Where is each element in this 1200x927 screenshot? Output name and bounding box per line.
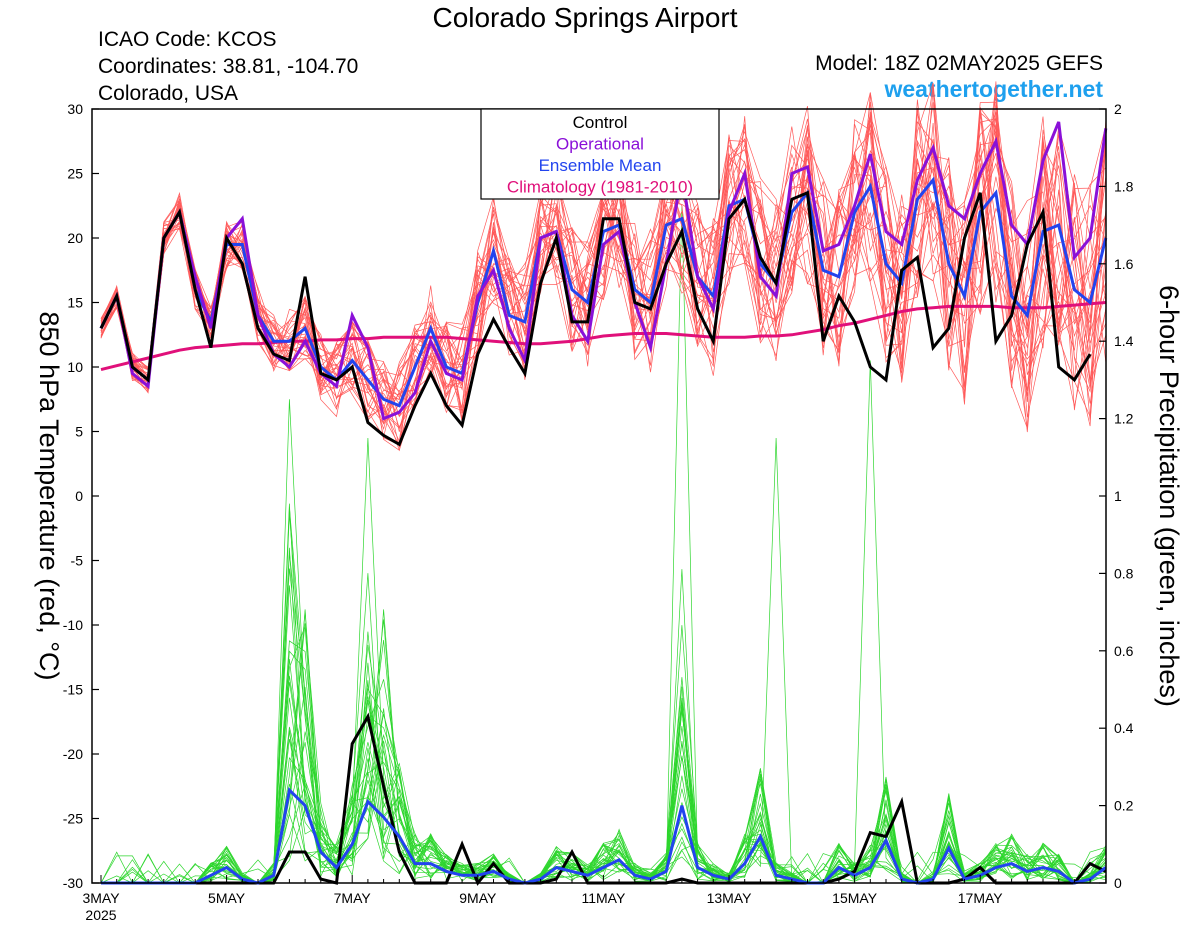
y-axis-label: 850 hPa Temperature (red, °C) xyxy=(34,312,64,681)
y-tick-label: -5 xyxy=(71,553,84,569)
temp-member-line xyxy=(100,106,1107,447)
icao-code: ICAO Code: KCOS xyxy=(98,28,277,51)
y-tick-label: 15 xyxy=(67,295,83,311)
temp-ensemble-mean-line xyxy=(99,176,1108,408)
precip-member-line xyxy=(100,650,1107,884)
x-tick-label: 17MAY xyxy=(958,890,1004,906)
y-tick-label: -25 xyxy=(63,811,83,827)
region: Colorado, USA xyxy=(98,82,239,105)
y-tick-label: 0 xyxy=(75,488,83,504)
temp-control-line xyxy=(99,190,1092,447)
precip-member-line xyxy=(101,437,1106,884)
x-tick-label: 5MAY xyxy=(208,890,246,906)
y-tick-label: 10 xyxy=(67,359,83,375)
site-name[interactable]: weathertogether.net xyxy=(884,76,1103,102)
legend-box xyxy=(480,108,720,200)
y2-tick-label: 1.2 xyxy=(1114,411,1134,427)
y-tick-label: -15 xyxy=(63,682,83,698)
y-tick-label: 20 xyxy=(67,230,83,246)
y-tick-label: 30 xyxy=(67,101,83,117)
x-year-label: 2025 xyxy=(85,907,116,923)
y2-axis-label: 6-hour Precipitation (green, inches) xyxy=(1154,285,1184,707)
y2-tick-label: 1.8 xyxy=(1114,178,1134,194)
x-tick-label: 7MAY xyxy=(334,890,372,906)
y2-tick-label: 1 xyxy=(1114,488,1122,504)
legend-entry: Climatology (1981-2010) xyxy=(507,178,693,197)
precip-member-line xyxy=(101,399,1107,884)
y2-tick-label: 0.8 xyxy=(1114,565,1134,581)
legend: Control Operational Ensemble Mean Climatolo… xyxy=(480,108,720,200)
y2-tick-label: 1.6 xyxy=(1114,256,1134,272)
x-tick-label: 9MAY xyxy=(459,890,497,906)
y-tick-label: -10 xyxy=(63,617,83,633)
page-title: Colorado Springs Airport xyxy=(432,2,738,33)
x-tick-label: 13MAY xyxy=(707,890,753,906)
legend-entry: Ensemble Mean xyxy=(539,156,662,175)
legend-entry: Control xyxy=(573,113,628,132)
coordinates: Coordinates: 38.81, -104.70 xyxy=(98,55,359,78)
y2-tick-label: 2 xyxy=(1114,101,1122,117)
y-tick-label: -30 xyxy=(63,875,83,891)
y-tick-label: -20 xyxy=(63,746,83,762)
y2-tick-label: 0.2 xyxy=(1114,798,1134,814)
y2-tick-label: 0.6 xyxy=(1114,643,1134,659)
x-tick-label: 15MAY xyxy=(832,890,878,906)
model-run: Model: 18Z 02MAY2025 GEFS xyxy=(815,52,1103,75)
temp-operational-line xyxy=(99,121,1108,421)
x-tick-label: 3MAY xyxy=(82,890,120,906)
y-tick-label: 5 xyxy=(75,424,83,440)
y2-tick-label: 0.4 xyxy=(1114,720,1134,736)
precip-member-line xyxy=(101,360,1107,884)
legend-entry: Operational xyxy=(556,135,644,154)
precip-ensemble-mean-line xyxy=(101,787,1107,885)
axes-layer: 302520151050-5-10-15-20-25-3021.81.61.41… xyxy=(63,101,1134,923)
y2-tick-label: 0 xyxy=(1114,875,1122,891)
precip-member-line xyxy=(101,437,1106,884)
y-tick-label: 25 xyxy=(67,166,83,182)
y2-tick-label: 1.4 xyxy=(1114,333,1134,349)
x-tick-label: 11MAY xyxy=(581,890,625,906)
precip-member-line xyxy=(101,644,1106,884)
